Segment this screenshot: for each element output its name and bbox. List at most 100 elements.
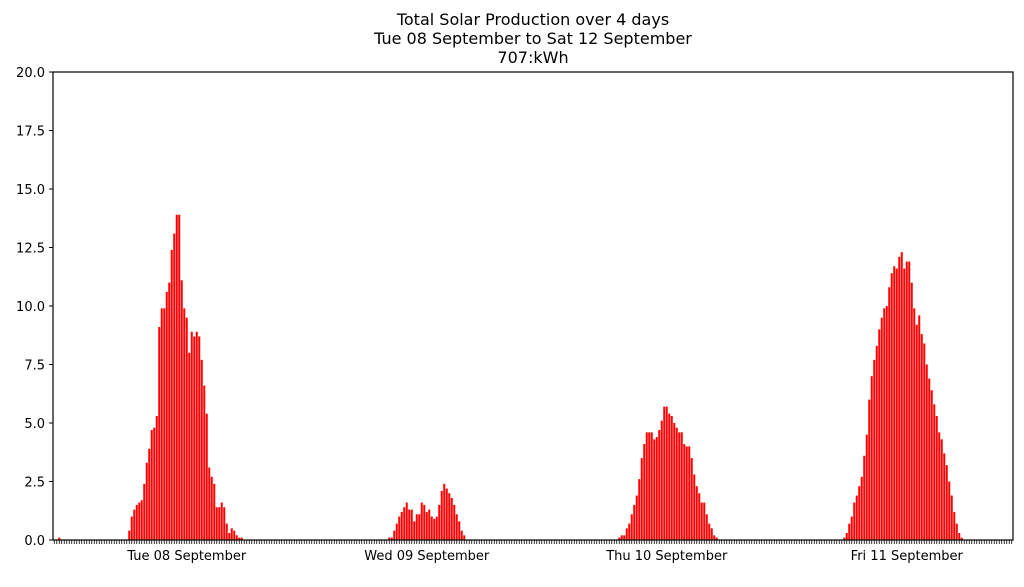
- bar: [668, 413, 671, 540]
- bar: [703, 502, 706, 540]
- y-tick-label: 5.0: [24, 417, 45, 432]
- bar: [620, 535, 623, 540]
- bar: [208, 467, 211, 540]
- bar: [438, 504, 441, 540]
- bar: [400, 511, 403, 540]
- bar: [230, 528, 233, 540]
- bar: [650, 432, 653, 540]
- bar: [880, 317, 883, 540]
- bar: [930, 390, 933, 540]
- bar: [855, 495, 858, 540]
- bar: [440, 490, 443, 540]
- y-tick-label: 10.0: [16, 300, 45, 315]
- bar: [870, 376, 873, 540]
- bar: [160, 308, 163, 540]
- bar: [223, 507, 226, 540]
- bar: [185, 317, 188, 540]
- bar: [170, 249, 173, 540]
- bar: [678, 432, 681, 540]
- bar: [658, 430, 661, 540]
- bar: [418, 514, 421, 540]
- y-tick-label: 0.0: [24, 534, 45, 549]
- bar: [128, 530, 131, 540]
- bar: [193, 336, 196, 540]
- bar: [913, 308, 916, 540]
- bar: [210, 476, 213, 540]
- bar: [405, 502, 408, 540]
- bar: [638, 479, 641, 540]
- bar: [228, 532, 231, 540]
- bar: [890, 273, 893, 540]
- bar: [143, 483, 146, 540]
- bar: [708, 523, 711, 540]
- y-tick-label: 17.5: [16, 125, 45, 140]
- bar: [135, 504, 138, 540]
- bar: [460, 530, 463, 540]
- bar: [875, 345, 878, 540]
- bar: [665, 406, 668, 540]
- bar: [388, 537, 391, 540]
- bar: [935, 415, 938, 540]
- bar: [903, 268, 906, 540]
- bar: [653, 439, 656, 540]
- bar: [683, 444, 686, 540]
- bar: [410, 509, 413, 540]
- bar: [225, 523, 228, 540]
- bar: [918, 315, 921, 540]
- bar: [675, 427, 678, 540]
- bar: [843, 537, 846, 540]
- y-axis-ticks: 0.0 2.5 5.0 7.5 10.0 12.5 15.0 17.5 20.0: [16, 66, 53, 549]
- bar: [883, 308, 886, 540]
- bar: [138, 502, 141, 540]
- bar: [235, 535, 238, 540]
- bar: [453, 504, 456, 540]
- bar: [660, 420, 663, 540]
- bar: [928, 378, 931, 540]
- bar: [393, 530, 396, 540]
- bar: [195, 331, 198, 540]
- bar: [58, 537, 61, 540]
- bar: [663, 406, 666, 540]
- bar: [710, 528, 713, 540]
- bar: [155, 415, 158, 540]
- bar: [860, 476, 863, 540]
- x-tick-label: Tue 08 September: [126, 549, 247, 564]
- bar: [450, 497, 453, 540]
- y-tick-label: 7.5: [24, 359, 45, 374]
- bar: [900, 252, 903, 540]
- bar: [455, 514, 458, 540]
- bar: [623, 535, 626, 540]
- chart-title-line-3: 707:kWh: [497, 48, 568, 67]
- bar: [888, 287, 891, 540]
- bar: [958, 532, 961, 540]
- bar: [145, 462, 148, 540]
- bar: [180, 280, 183, 540]
- bar: [960, 537, 963, 540]
- bar: [715, 537, 718, 540]
- bar: [698, 493, 701, 540]
- bar: [878, 329, 881, 540]
- bar: [948, 481, 951, 540]
- bar: [425, 511, 428, 540]
- bar: [423, 504, 426, 540]
- bar: [955, 523, 958, 540]
- y-tick-label: 20.0: [16, 66, 45, 81]
- bar: [398, 516, 401, 540]
- bar: [853, 502, 856, 540]
- bar: [198, 336, 201, 540]
- x-tick-label: Wed 09 September: [364, 549, 490, 564]
- chart-title-line-1: Total Solar Production over 4 days: [396, 10, 669, 29]
- bar: [415, 514, 418, 540]
- bar: [238, 537, 241, 540]
- bar: [205, 413, 208, 540]
- bar: [628, 523, 631, 540]
- bar: [848, 523, 851, 540]
- bar: [850, 516, 853, 540]
- bar: [643, 444, 646, 540]
- bar: [858, 486, 861, 540]
- x-tick-label: Thu 10 September: [605, 549, 728, 564]
- bar: [630, 514, 633, 540]
- bar: [133, 509, 136, 540]
- bar: [945, 465, 948, 540]
- bar: [445, 488, 448, 540]
